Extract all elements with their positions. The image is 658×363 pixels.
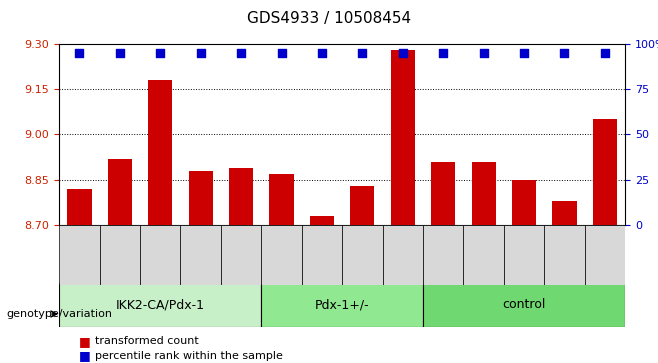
FancyBboxPatch shape (463, 225, 504, 285)
Bar (552, 201, 576, 225)
FancyBboxPatch shape (423, 283, 625, 327)
Point (599, 50, 610, 56)
FancyBboxPatch shape (544, 225, 585, 285)
Point (195, 50, 206, 56)
FancyBboxPatch shape (59, 283, 261, 327)
Bar (391, 50, 415, 225)
Text: GSM1151237: GSM1151237 (317, 228, 327, 293)
Text: transformed count: transformed count (95, 336, 199, 346)
Text: IKK2-CA/Pdx-1: IKK2-CA/Pdx-1 (116, 298, 205, 311)
Point (74, 50, 85, 56)
Text: GSM1151242: GSM1151242 (398, 228, 408, 293)
Bar (472, 162, 495, 225)
Point (438, 50, 449, 56)
Bar (512, 180, 536, 225)
Bar (350, 186, 374, 225)
FancyBboxPatch shape (221, 225, 261, 285)
Point (519, 50, 529, 56)
FancyBboxPatch shape (140, 225, 180, 285)
FancyBboxPatch shape (180, 225, 221, 285)
Text: GSM1151233: GSM1151233 (74, 228, 84, 293)
Text: GDS4933 / 10508454: GDS4933 / 10508454 (247, 11, 411, 26)
Text: GSM1151239: GSM1151239 (559, 228, 569, 293)
Text: GSM1151235: GSM1151235 (478, 228, 489, 293)
Bar (67, 189, 91, 225)
Point (397, 50, 408, 56)
FancyBboxPatch shape (261, 225, 302, 285)
Bar (310, 216, 334, 225)
Text: GSM1151245: GSM1151245 (236, 228, 246, 293)
Text: GSM1151236: GSM1151236 (519, 228, 529, 293)
Point (559, 50, 570, 56)
FancyBboxPatch shape (382, 225, 423, 285)
Point (236, 50, 246, 56)
Point (114, 50, 125, 56)
Bar (431, 162, 455, 225)
Bar (593, 119, 617, 225)
Text: ■: ■ (79, 349, 91, 362)
Point (155, 50, 166, 56)
FancyBboxPatch shape (302, 225, 342, 285)
Text: control: control (502, 298, 545, 311)
Text: Pdx-1+/-: Pdx-1+/- (315, 298, 370, 311)
FancyBboxPatch shape (504, 225, 544, 285)
Point (357, 50, 368, 56)
Bar (229, 168, 253, 225)
FancyBboxPatch shape (585, 225, 625, 285)
Bar (148, 80, 172, 225)
Text: percentile rank within the sample: percentile rank within the sample (95, 351, 284, 361)
Bar (269, 174, 293, 225)
FancyBboxPatch shape (423, 225, 463, 285)
Bar (108, 159, 132, 225)
Point (316, 50, 327, 56)
FancyBboxPatch shape (99, 225, 140, 285)
Point (478, 50, 489, 56)
FancyBboxPatch shape (261, 283, 423, 327)
Text: GSM1151243: GSM1151243 (600, 228, 610, 293)
Text: GSM1151238: GSM1151238 (115, 228, 125, 293)
FancyBboxPatch shape (59, 225, 99, 285)
Text: GSM1151234: GSM1151234 (276, 228, 286, 293)
Text: GSM1151244: GSM1151244 (195, 228, 206, 293)
Text: genotype/variation: genotype/variation (7, 309, 113, 319)
Text: GSM1151240: GSM1151240 (155, 228, 165, 293)
Text: GSM1151232: GSM1151232 (438, 228, 448, 293)
Point (276, 50, 287, 56)
Text: GSM1151241: GSM1151241 (357, 228, 367, 293)
Bar (189, 171, 213, 225)
FancyBboxPatch shape (342, 225, 382, 285)
Text: ■: ■ (79, 335, 91, 348)
